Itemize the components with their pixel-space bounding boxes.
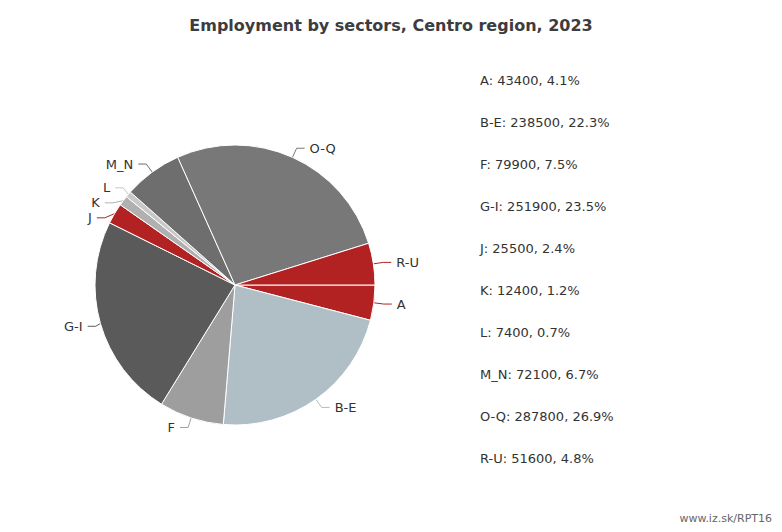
svg-text:K: 12400, 1.2%: K: 12400, 1.2% [480,283,580,298]
svg-text:G-I: G-I [64,319,83,334]
svg-text:L: L [103,180,111,195]
svg-text:G-I: 251900, 23.5%: G-I: 251900, 23.5% [480,199,606,214]
svg-text:Employment by sectors, Centro: Employment by sectors, Centro region, 20… [189,16,592,35]
svg-text:J: J [87,210,92,225]
svg-text:K: K [91,195,100,210]
svg-text:www.iz.sk/RPT16: www.iz.sk/RPT16 [679,512,772,525]
svg-text:J: 25500, 2.4%: J: 25500, 2.4% [479,241,575,256]
svg-text:M_N: 72100, 6.7%: M_N: 72100, 6.7% [480,367,599,382]
svg-text:O-Q: 287800, 26.9%: O-Q: 287800, 26.9% [480,409,614,424]
svg-text:L: 7400, 0.7%: L: 7400, 0.7% [480,325,570,340]
svg-text:O-Q: O-Q [310,141,336,156]
svg-text:R-U: R-U [396,255,419,270]
svg-text:A: A [397,297,406,312]
svg-text:F: F [168,420,175,435]
svg-text:F: 79900, 7.5%: F: 79900, 7.5% [480,157,578,172]
svg-text:A: 43400, 4.1%: A: 43400, 4.1% [480,73,580,88]
svg-text:B-E: B-E [335,400,357,415]
svg-text:B-E: 238500, 22.3%: B-E: 238500, 22.3% [480,115,610,130]
svg-text:R-U: 51600, 4.8%: R-U: 51600, 4.8% [480,451,594,466]
svg-text:M_N: M_N [106,157,133,172]
